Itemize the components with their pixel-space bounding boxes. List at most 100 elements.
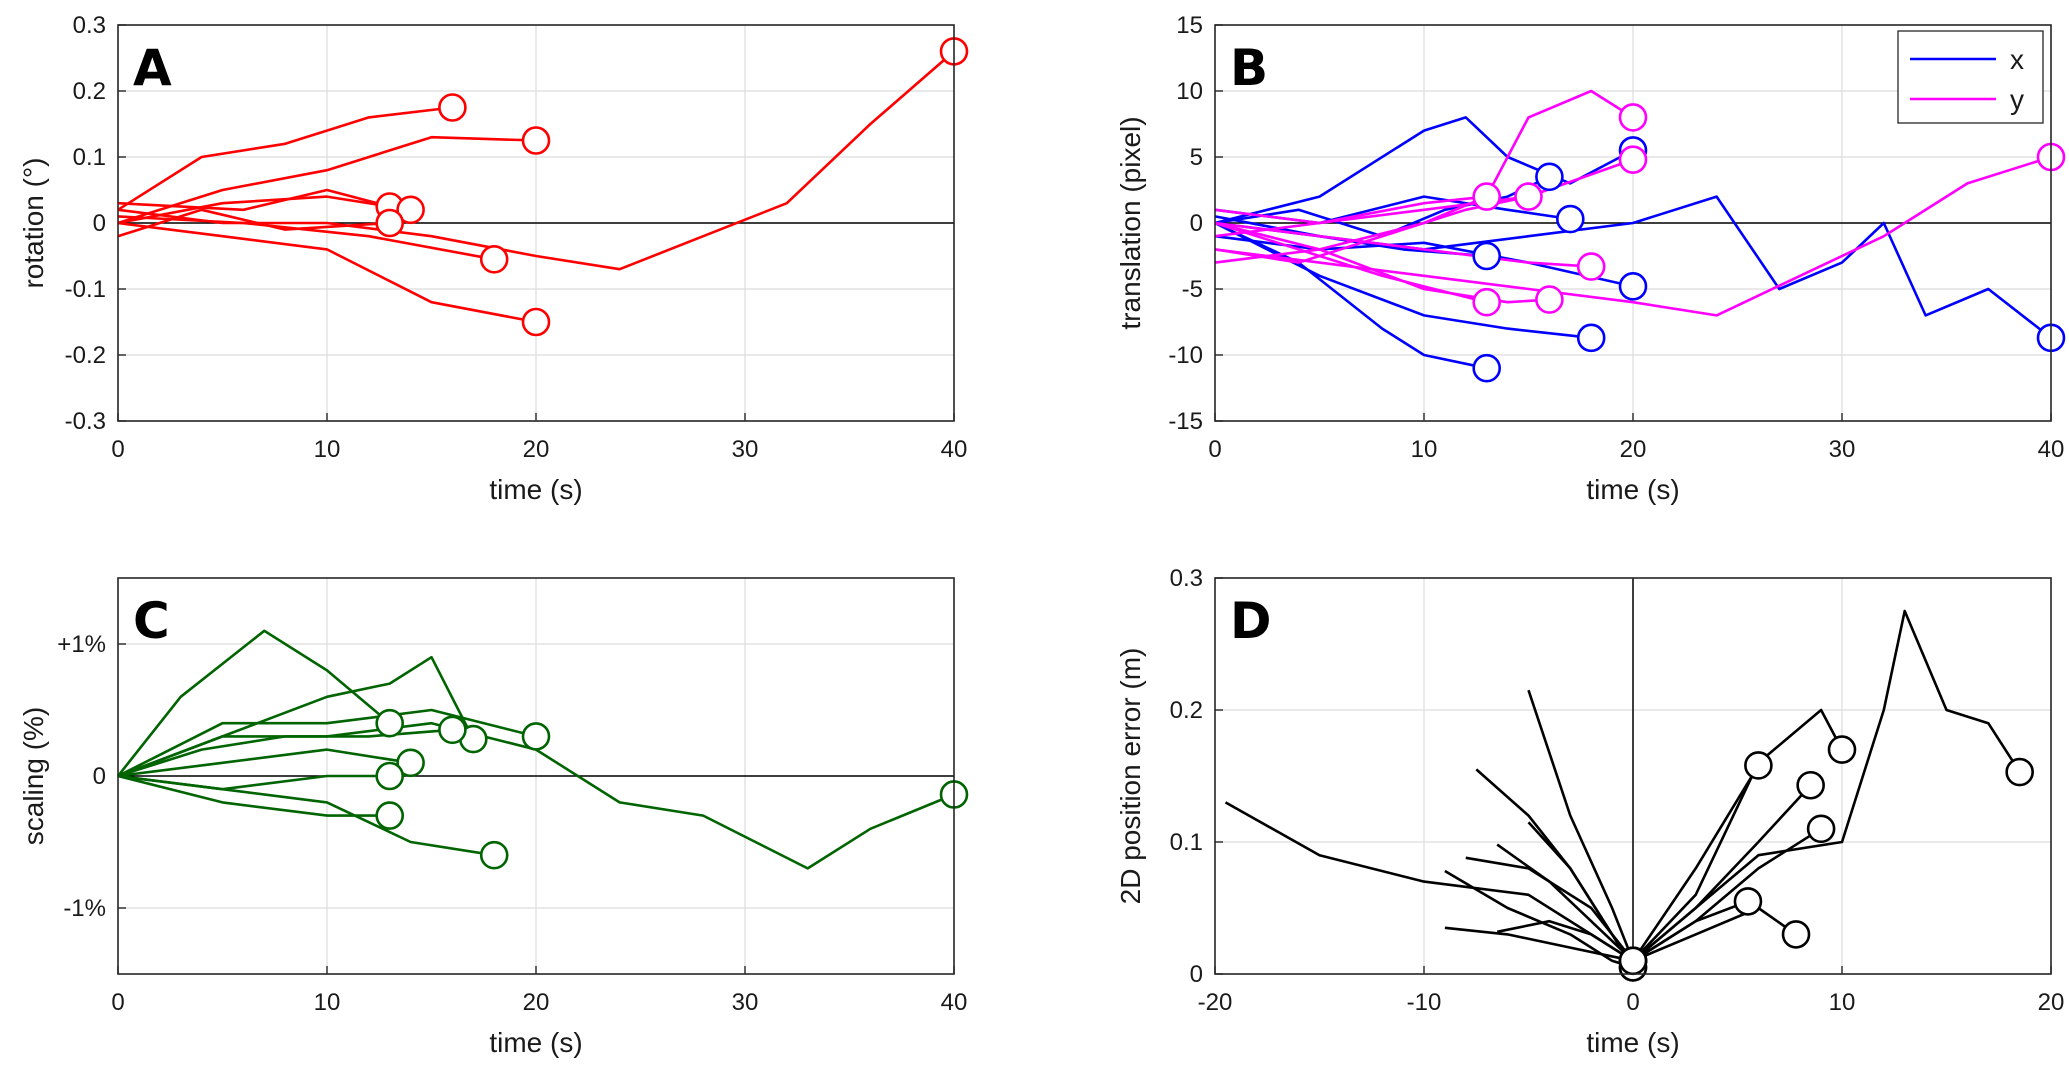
y-axis-label: translation (pixel) xyxy=(1115,116,1146,329)
series-line-14 xyxy=(1214,248,1550,304)
series-line-15 xyxy=(1632,906,1797,962)
y-tick-label: 0.1 xyxy=(73,144,106,171)
end-marker xyxy=(1796,770,1825,800)
y-tick-label: 5 xyxy=(1190,144,1203,171)
panel-letter: C xyxy=(133,592,170,650)
x-axis-label: time (s) xyxy=(1586,1027,1679,1058)
y-tick-label: 0.1 xyxy=(1170,829,1203,856)
end-marker xyxy=(1576,323,1606,353)
y-tick-label: 0.2 xyxy=(73,78,106,105)
series-line-3 xyxy=(117,708,537,778)
end-marker xyxy=(2005,757,2034,787)
series-line-13 xyxy=(1214,195,1487,225)
y-tick-label: -5 xyxy=(1182,276,1203,303)
end-marker xyxy=(1514,182,1543,211)
series-line-7 xyxy=(1527,821,1635,969)
end-marker xyxy=(1744,751,1773,780)
y-tick-label: -0.1 xyxy=(65,276,106,303)
x-tick-label: -20 xyxy=(1198,989,1233,1016)
x-axis-label: time (s) xyxy=(489,1027,582,1058)
series-line-8 xyxy=(117,50,955,271)
end-marker xyxy=(396,748,425,778)
y-tick-label: 15 xyxy=(1176,12,1203,39)
end-marker xyxy=(1576,252,1606,281)
panel-letter: B xyxy=(1230,39,1268,97)
series-line-1 xyxy=(116,629,391,777)
y-tick-label: 0 xyxy=(93,763,106,790)
series-line-10 xyxy=(1214,158,1634,238)
y-axis-label: scaling (%) xyxy=(18,707,49,845)
end-marker xyxy=(1618,272,1648,301)
x-tick-label: 10 xyxy=(314,436,341,463)
series-line-5 xyxy=(117,748,411,778)
series-line-2 xyxy=(1214,175,1550,238)
end-marker xyxy=(1618,103,1648,132)
series-line-8 xyxy=(1444,926,1634,963)
end-marker xyxy=(438,715,467,745)
end-marker xyxy=(521,126,551,155)
end-marker xyxy=(521,722,551,751)
panel-c: 0 10 20 30 40 +1% 0 -1% time (s) scaling (%) C xyxy=(18,577,969,1058)
legend-label: y xyxy=(2010,84,2024,115)
y-tick-label: 0 xyxy=(1190,961,1203,988)
legend: xy xyxy=(1897,30,2044,124)
y-tick-label: 0.3 xyxy=(73,12,106,39)
panel-letter: A xyxy=(133,39,172,97)
y-tick-label: -0.3 xyxy=(65,408,106,435)
series-line-7 xyxy=(117,221,537,324)
end-marker xyxy=(1535,285,1564,314)
series-line-6 xyxy=(1496,843,1634,962)
x-tick-label: 20 xyxy=(523,436,550,463)
series-line-8 xyxy=(117,774,495,857)
series-line-5 xyxy=(117,208,390,238)
axes-frame xyxy=(1214,24,2052,422)
panel-a: 0 10 20 30 40 -0.3 -0.2 -0.1 0 0.1 0.2 0.3 time (s) r… xyxy=(18,12,969,505)
x-axis-label: time (s) xyxy=(489,474,582,505)
x-tick-label: 0 xyxy=(111,436,124,463)
x-tick-label: 20 xyxy=(1620,436,1647,463)
y-tick-label: -10 xyxy=(1168,342,1203,369)
x-tick-label: 0 xyxy=(1208,436,1221,463)
series-line-9 xyxy=(117,721,955,870)
end-marker xyxy=(1472,287,1501,317)
series-line-7 xyxy=(117,774,390,817)
panel-d: -20 -10 0 10 20 0 0.1 0.2 0.3 time (s) 2D position… xyxy=(1115,565,2064,1058)
end-marker xyxy=(375,708,405,738)
end-marker xyxy=(1733,887,1763,916)
y-axis-label: rotation (°) xyxy=(18,157,49,288)
end-marker xyxy=(1472,241,1501,271)
series-line-16 xyxy=(1632,609,2021,962)
x-tick-label: 20 xyxy=(2038,989,2065,1016)
series-line-6 xyxy=(117,215,495,261)
end-marker xyxy=(1556,204,1585,234)
end-marker xyxy=(1781,920,1811,949)
x-tick-label: 30 xyxy=(1829,436,1856,463)
end-marker xyxy=(1827,735,1857,764)
series-line-2 xyxy=(117,135,537,225)
x-axis-label: time (s) xyxy=(1586,474,1679,505)
end-marker xyxy=(438,93,467,122)
series-line-1 xyxy=(1214,116,1634,225)
x-tick-label: 10 xyxy=(1411,436,1438,463)
axes-frame xyxy=(117,577,955,975)
end-marker xyxy=(1618,145,1648,174)
end-marker xyxy=(1535,162,1564,192)
end-marker xyxy=(375,801,405,830)
end-marker xyxy=(396,195,425,225)
series-line-11 xyxy=(1214,221,1488,304)
end-marker xyxy=(375,208,405,238)
axes-frame xyxy=(117,24,955,422)
x-tick-label: 40 xyxy=(941,436,968,463)
x-tick-label: 0 xyxy=(111,989,124,1016)
y-tick-label: -15 xyxy=(1168,408,1203,435)
y-tick-label: -1% xyxy=(63,895,106,922)
panel-b: 0 10 20 30 40 -15 -10 -5 0 5 10 15 time (s) translati… xyxy=(1115,12,2066,505)
y-tick-label: 10 xyxy=(1176,78,1203,105)
series-line-11 xyxy=(1631,764,1760,962)
end-marker xyxy=(479,840,509,870)
x-tick-label: 40 xyxy=(941,989,968,1016)
end-marker xyxy=(1618,946,1648,976)
series-line-9 xyxy=(1496,919,1634,962)
x-tick-label: 30 xyxy=(732,989,759,1016)
